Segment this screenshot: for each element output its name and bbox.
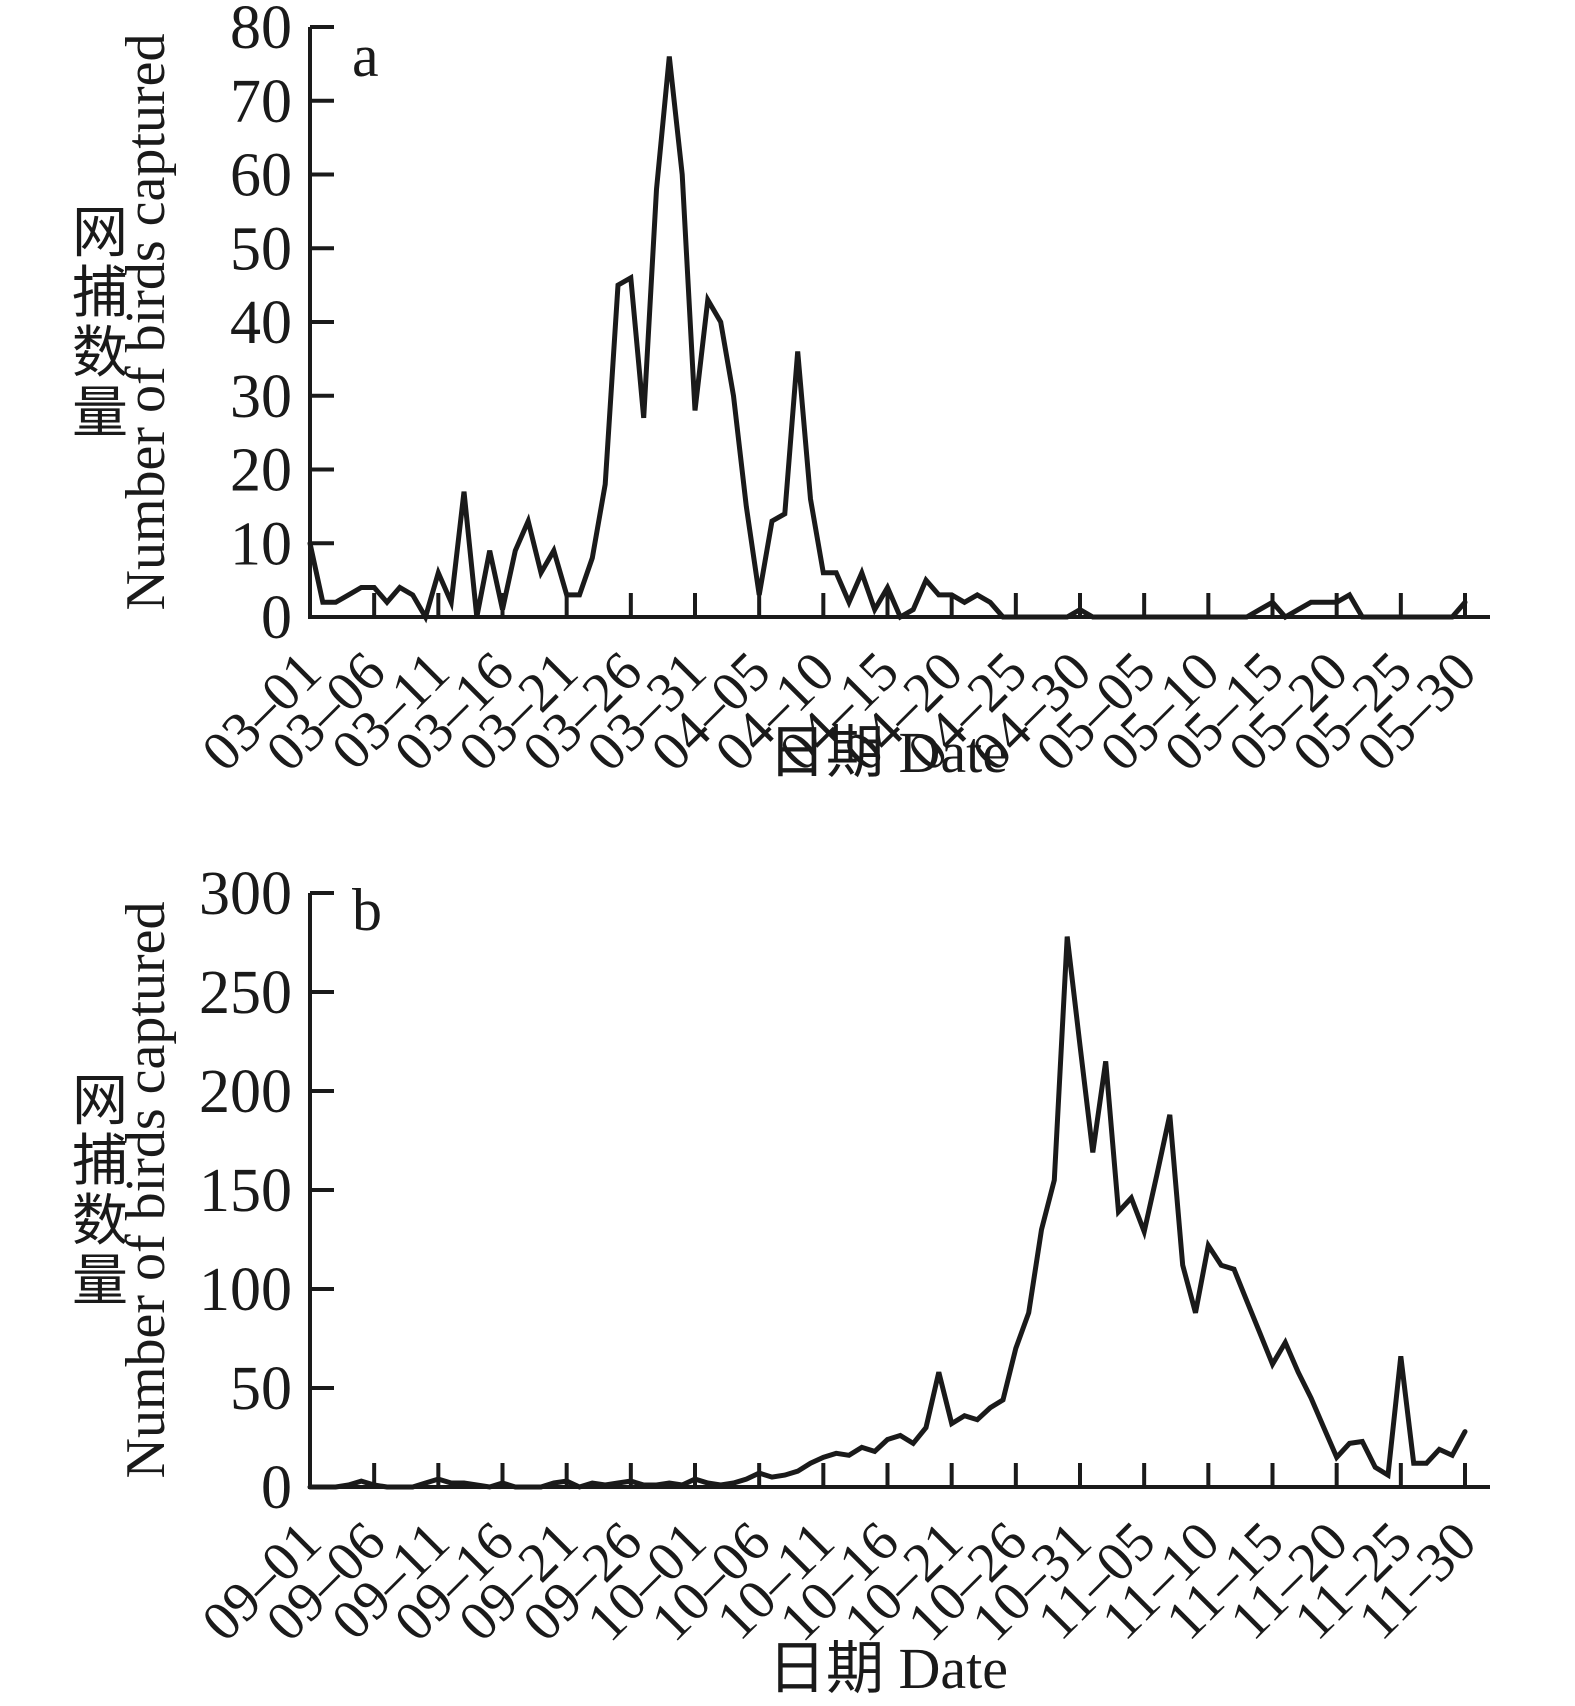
y-axis-title-en: Number of birds captured: [115, 902, 177, 1479]
y-tick-label: 200: [199, 1058, 292, 1126]
y-tick-label: 70: [230, 68, 292, 136]
data-line-b: [307, 936, 1468, 1490]
y-axis-title-cn-char: 数: [72, 323, 128, 385]
panel-label-a: a: [352, 23, 379, 89]
y-tick-label: 100: [199, 1256, 292, 1324]
y-tick-label: 10: [230, 510, 292, 578]
y-tick-label: 0: [261, 1454, 292, 1522]
y-tick-label: 20: [230, 437, 292, 505]
y-axis-title-cn-char: 捕: [72, 1131, 128, 1193]
y-axis-title-cn-char: 网: [72, 203, 128, 265]
y-axis-title-cn-char: 量: [72, 1251, 128, 1313]
y-tick-label: 80: [230, 0, 292, 62]
y-tick-label: 50: [230, 215, 292, 283]
y-axis-title-en: Number of birds captured: [115, 34, 177, 611]
data-line-a: [307, 56, 1468, 624]
y-tick-label: 30: [230, 363, 292, 431]
y-tick-label: 300: [199, 860, 292, 928]
y-tick-label: 250: [199, 959, 292, 1027]
y-tick-label: 0: [261, 584, 292, 652]
y-axis-title-cn-char: 捕: [72, 263, 128, 325]
chart-panel-a: 0102030405060708003–0103–0603–1103–1603–…: [72, 0, 1490, 785]
chart-b-xaxis-title: 日期 Date: [768, 1636, 1008, 1701]
y-axis-title-cn-char: 网: [72, 1071, 128, 1133]
chart-b-generated-content: 05010015020025030009–0109–0609–1109–1609…: [72, 860, 1490, 1653]
chart-panel-b: 05010015020025030009–0109–0609–1109–1609…: [72, 860, 1490, 1701]
panel-label-b: b: [352, 877, 382, 943]
y-tick-label: 50: [230, 1355, 292, 1423]
axis-frame-a: [308, 27, 1490, 619]
y-tick-label: 40: [230, 289, 292, 357]
chart-a-xaxis-title: 日期 Date: [768, 720, 1008, 785]
chart-a-generated-content: 0102030405060708003–0103–0603–1103–1603–…: [72, 0, 1490, 783]
y-axis-title-cn-char: 量: [72, 383, 128, 445]
y-tick-label: 150: [199, 1157, 292, 1225]
y-axis-title-cn-char: 数: [72, 1191, 128, 1253]
y-tick-label: 60: [230, 142, 292, 210]
